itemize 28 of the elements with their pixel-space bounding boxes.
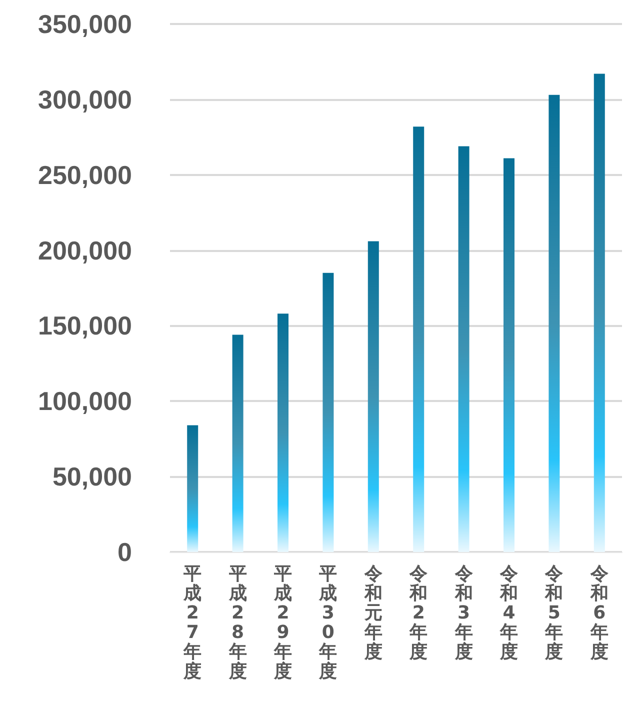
x-tick-label: 平成28年度 [228, 563, 247, 682]
bar [413, 126, 424, 552]
bar [322, 272, 334, 552]
y-tick-label: 250,000 [38, 160, 132, 190]
x-tick-label: 平成30年度 [318, 563, 338, 682]
bar [368, 241, 379, 552]
y-tick-label: 150,000 [38, 310, 132, 341]
bar [548, 94, 560, 552]
x-tick-label: 令和6年度 [589, 563, 610, 662]
x-tick-label: 平成29年度 [273, 563, 292, 682]
y-tick-label: 200,000 [38, 235, 132, 266]
y-tick-label: 50,000 [52, 462, 132, 492]
bar [232, 334, 244, 552]
bar [594, 74, 605, 552]
x-tick-label: 令和3年度 [454, 563, 474, 662]
y-tick-label: 300,000 [38, 84, 132, 114]
bar [458, 146, 470, 552]
x-tick-label: 平成27年度 [182, 563, 202, 682]
y-tick-label: 100,000 [38, 386, 132, 416]
y-tick-label: 0 [118, 537, 132, 567]
bar [504, 158, 514, 552]
x-tick-label: 令和5年度 [544, 563, 564, 662]
x-tick-label: 令和4年度 [499, 563, 519, 662]
y-tick-label: 350,000 [38, 9, 132, 39]
bar [278, 314, 288, 552]
x-tick-label: 令和元年度 [363, 563, 384, 662]
x-tick-label: 令和2年度 [408, 563, 429, 662]
bar [187, 425, 198, 552]
